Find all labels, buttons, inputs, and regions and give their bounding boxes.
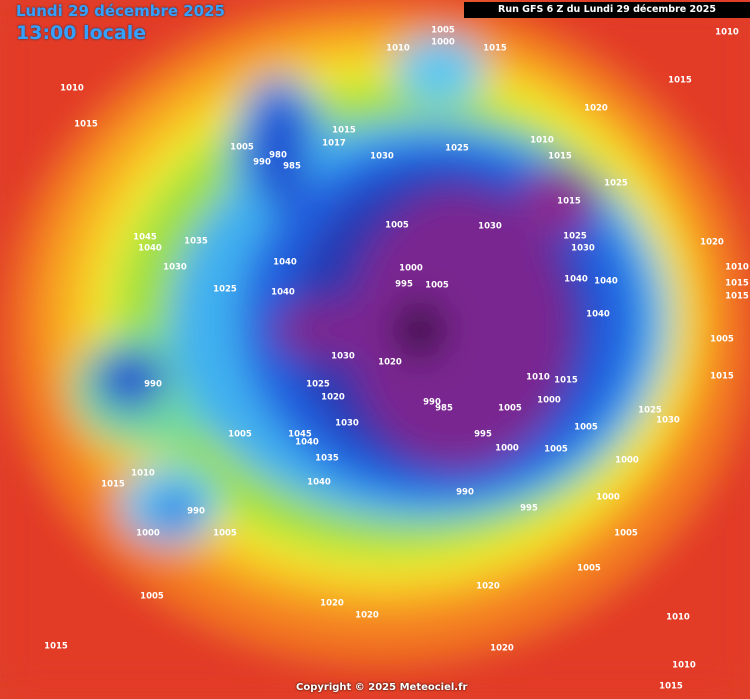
isobar-label: 1005 (431, 26, 455, 36)
isobar-label: 1010 (530, 136, 554, 146)
isobar-label: 1015 (725, 279, 749, 289)
isobar-label: 990 (144, 380, 162, 390)
isobar-label: 1000 (596, 493, 620, 503)
run-info: Run GFS 6 Z du Lundi 29 décembre 2025 (464, 2, 750, 18)
isobar-label: 1010 (715, 28, 739, 38)
isobar-label: 1005 (230, 143, 254, 153)
isobar-label: 1030 (656, 416, 680, 426)
isobar-label: 1020 (321, 393, 345, 403)
isobar-label: 995 (474, 430, 492, 440)
isobar-label: 1045 (288, 430, 312, 440)
isobar-label: 1017 (322, 139, 346, 149)
isobar-label: 1010 (386, 44, 410, 54)
isobar-label: 1040 (307, 478, 331, 488)
isobar-label: 990 (187, 507, 205, 517)
isobar-label: 1015 (74, 120, 98, 130)
isobar-label: 1000 (431, 38, 455, 48)
isobar-label: 1030 (163, 263, 187, 273)
isobar-label: 1015 (483, 44, 507, 54)
isobar-label: 1000 (615, 456, 639, 466)
isobar-label: 1025 (306, 380, 330, 390)
isobar-label: 1005 (228, 430, 252, 440)
isobar-label: 1010 (131, 469, 155, 479)
isobar-label: 1030 (478, 222, 502, 232)
isobar-label: 1045 (133, 233, 157, 243)
isobar-label: 1010 (672, 661, 696, 671)
isobar-label: 995 (520, 504, 538, 514)
isobar-label: 1005 (577, 564, 601, 574)
isobar-label: 1040 (138, 244, 162, 254)
isobar-label: 1020 (584, 104, 608, 114)
isobar-label: 1000 (136, 529, 160, 539)
isobar-label: 1010 (60, 84, 84, 94)
isobar-label: 1005 (385, 221, 409, 231)
map-time: 13:00 locale (16, 22, 147, 44)
isobar-label: 1015 (659, 682, 683, 692)
isobar-label: 1030 (370, 152, 394, 162)
isobar-label: 990 (423, 398, 441, 408)
isobar-label: 1025 (604, 179, 628, 189)
isobar-label: 1030 (331, 352, 355, 362)
isobar-label: 1025 (445, 144, 469, 154)
isobar-label: 1005 (140, 592, 164, 602)
map-date: Lundi 29 décembre 2025 (16, 2, 225, 20)
isobar-label: 1005 (574, 423, 598, 433)
isobar-label: 1005 (710, 335, 734, 345)
isobar-label: 1020 (700, 238, 724, 248)
isobar-label: 995 (395, 280, 413, 290)
isobar-label: 990 (456, 488, 474, 498)
isobar-label: 1000 (537, 396, 561, 406)
isobar-label: 1040 (295, 438, 319, 448)
isobar-label: 1010 (725, 263, 749, 273)
isobar-label: 1005 (213, 529, 237, 539)
isobar-label: 1005 (614, 529, 638, 539)
isobar-label: 1005 (425, 281, 449, 291)
isobar-label: 1005 (544, 445, 568, 455)
isobar-label: 1015 (557, 197, 581, 207)
isobar-labels: 1010100510001015101010101015101510201005… (44, 26, 749, 692)
isobar-label: 1035 (315, 454, 339, 464)
isobar-label: 1025 (563, 232, 587, 242)
isobar-label: 1015 (668, 76, 692, 86)
isobar-label: 1020 (378, 358, 402, 368)
isobar-label: 1040 (586, 310, 610, 320)
isobar-label: 1015 (101, 480, 125, 490)
isobar-label: 1040 (564, 275, 588, 285)
isobar-label: 1035 (184, 237, 208, 247)
isobar-label: 1010 (526, 373, 550, 383)
isobar-label: 1025 (213, 285, 237, 295)
isobar-label: 1015 (554, 376, 578, 386)
isobar-label: 1015 (44, 642, 68, 652)
isobar-label: 1040 (594, 277, 618, 287)
isobar-label: 1020 (320, 599, 344, 609)
copyright: Copyright © 2025 Meteociel.fr (296, 682, 468, 693)
isobar-label: 1000 (399, 264, 423, 274)
isobar-label: 1015 (725, 292, 749, 302)
isobar-label: 985 (435, 404, 453, 414)
isobar-label: 1010 (666, 613, 690, 623)
isobar-label: 1040 (273, 258, 297, 268)
isobar-label: 1015 (548, 152, 572, 162)
isobar-label: 1000 (495, 444, 519, 454)
isobar-label: 1025 (638, 406, 662, 416)
isobar-label: 1020 (355, 611, 379, 621)
isobar-label: 1020 (490, 644, 514, 654)
isobar-label: 1015 (332, 126, 356, 136)
isobar-label: 990 (253, 158, 271, 168)
isobar-label: 1040 (271, 288, 295, 298)
isobar-label: 1005 (498, 404, 522, 414)
isobar-label: 985 (283, 162, 301, 172)
isobar-label: 1030 (571, 244, 595, 254)
isobar-label: 980 (269, 151, 287, 161)
isobar-label: 1015 (710, 372, 734, 382)
isobar-label: 1020 (476, 582, 500, 592)
isobar-label: 1030 (335, 419, 359, 429)
